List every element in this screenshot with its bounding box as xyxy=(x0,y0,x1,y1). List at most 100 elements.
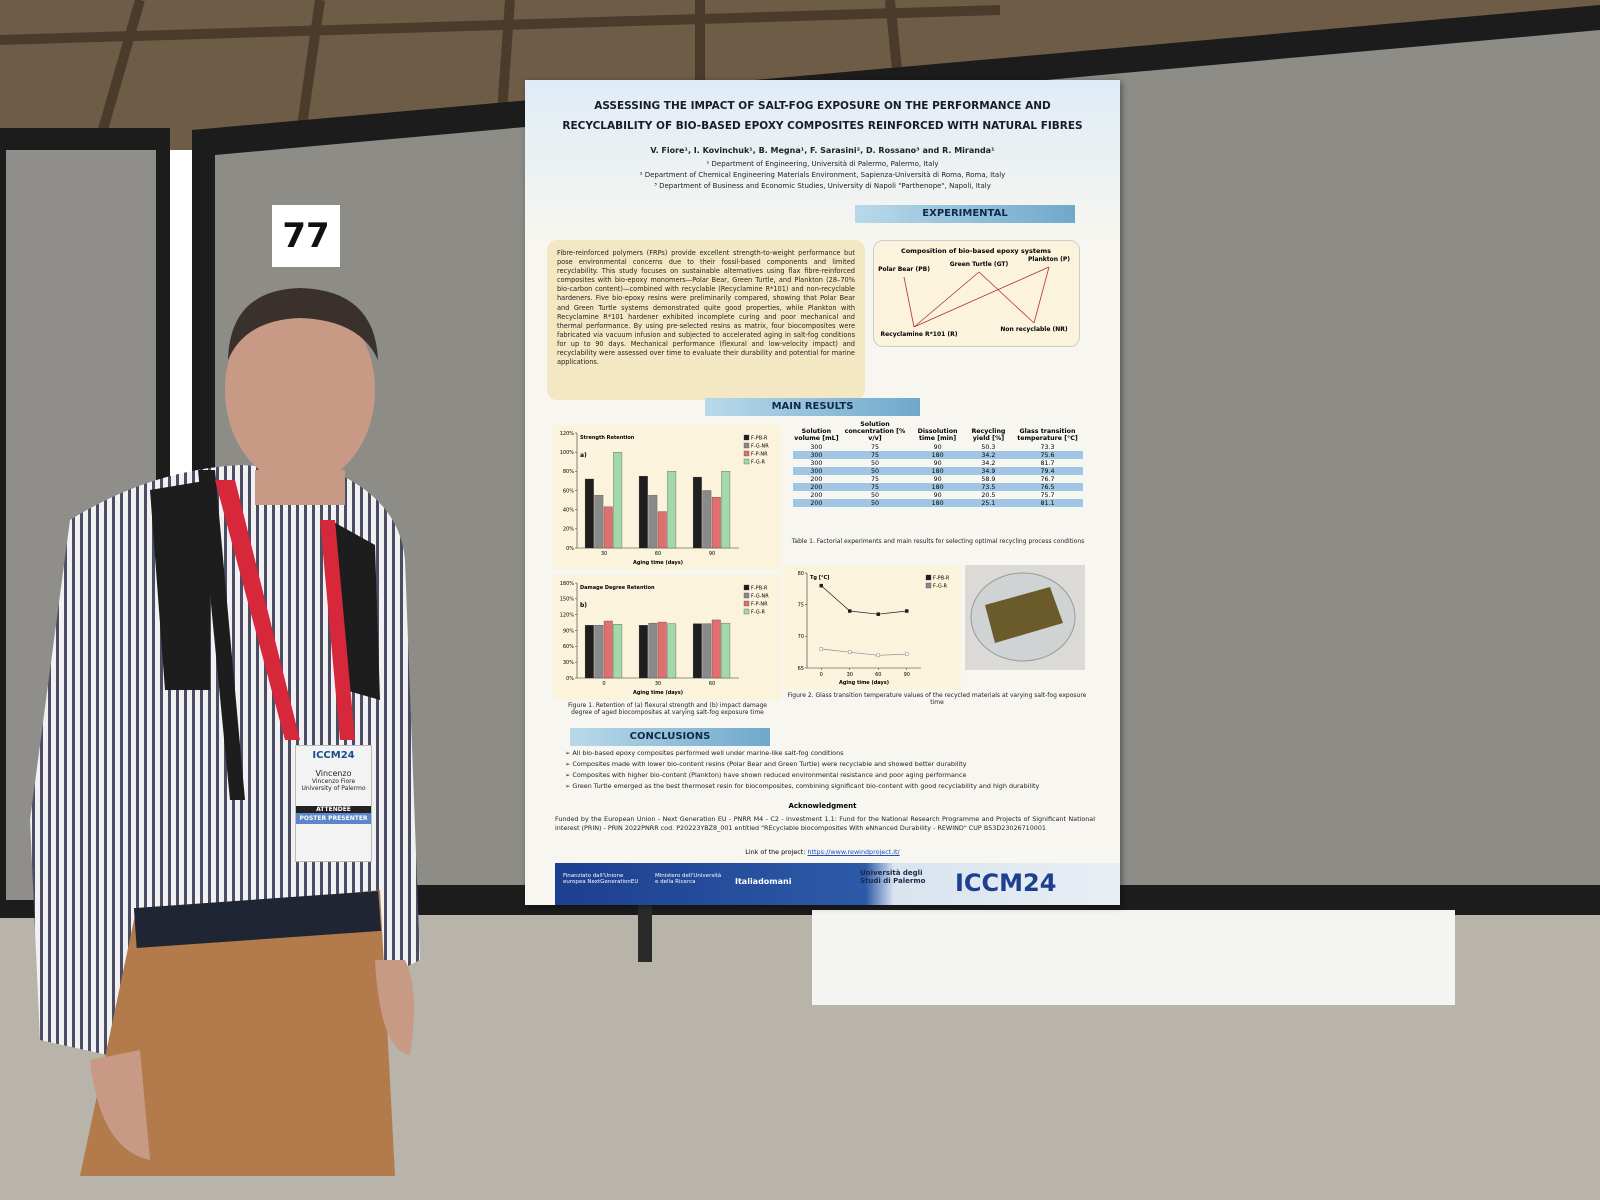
bullet: ➢ xyxy=(565,782,573,790)
table-cell: 34.2 xyxy=(981,459,996,467)
table-cell: 50 xyxy=(870,491,879,499)
y-tick-label: 20% xyxy=(563,527,574,533)
bar xyxy=(638,475,648,549)
legend-label: F-PB-R xyxy=(751,586,768,592)
figure-2: 65 70 75 80 Aging time (days) Tg [°C] F-PB-R F-… xyxy=(783,565,961,690)
table-row: 300 50 180 34.9 79.4 xyxy=(793,467,1083,475)
table-cell: 50.3 xyxy=(981,443,996,451)
point xyxy=(819,647,823,651)
ack-link[interactable]: https://www.rewindproject.it/ xyxy=(807,848,900,856)
conclusion-item: ➢ Composites with higher bio-content (Pl… xyxy=(565,770,1105,781)
title-line: ASSESSING THE IMPACT OF SALT-FOG EXPOSUR… xyxy=(594,100,1051,112)
point xyxy=(848,609,852,613)
table-cell: 300 xyxy=(810,443,823,451)
table-header: Glass transition temperature [°C] xyxy=(1017,428,1078,442)
bullet: ➢ xyxy=(565,749,573,757)
y-tick-label: 60% xyxy=(563,488,574,494)
y-tick-label: 150% xyxy=(560,597,575,603)
table-cell: 58.9 xyxy=(981,475,996,483)
legend-label: F-G-R xyxy=(933,584,948,590)
bar xyxy=(648,622,658,679)
ack-text: Funded by the European Union - Next Gene… xyxy=(555,815,1095,832)
table-cell: 180 xyxy=(910,451,965,459)
table-cell: 90 xyxy=(933,475,942,483)
badge-affiliation: University of Palermo xyxy=(301,785,366,792)
x-tick-label: 60 xyxy=(655,551,661,557)
line xyxy=(821,585,907,615)
bar xyxy=(613,624,623,679)
x-tick-label: 30 xyxy=(601,551,607,557)
table-row: 300 75 180 34.2 75.6 xyxy=(793,451,1083,459)
bar xyxy=(584,478,594,549)
section-heading: CONCLUSIONS xyxy=(570,728,770,746)
y-tick-label: 30% xyxy=(563,660,574,666)
composition-diagram: Composition of bio-based epoxy systems P… xyxy=(878,247,1070,338)
badge-event: ICCM24 xyxy=(312,750,355,761)
x-axis-label: Aging time (days) xyxy=(839,680,889,686)
affiliation: ³ Department of Business and Economic St… xyxy=(654,182,991,190)
legend-swatch xyxy=(743,434,750,441)
legend-swatch xyxy=(743,592,750,599)
table-cell: 180 xyxy=(910,499,965,507)
table-cell: 76.7 xyxy=(1040,475,1055,483)
ack-link-row: Link of the project: https://www.rewindp… xyxy=(525,848,1120,856)
legend-label: F-PB-R xyxy=(933,576,950,582)
x-tick-label: 90 xyxy=(709,551,715,557)
y-tick-label: 60% xyxy=(563,644,574,650)
table-wrap: Solution volume [mL] Solution concentrati… xyxy=(793,420,1083,507)
legend-label: F-PB-R xyxy=(751,436,768,442)
y-tick-label: 0% xyxy=(566,676,574,682)
bar xyxy=(721,622,731,679)
person xyxy=(30,288,420,1176)
legend-swatch xyxy=(743,450,750,457)
table-cell: 75 xyxy=(839,451,911,459)
plot-bg xyxy=(783,565,961,690)
table-row: 200 50 180 25.1 81.1 xyxy=(793,499,1083,507)
diagram-node: Polar Bear (PB) xyxy=(878,266,930,273)
results-table: Solution volume [mL] Solution concentrati… xyxy=(793,420,1083,507)
table-cell: 81.1 xyxy=(1011,499,1083,507)
y-tick-label: 90% xyxy=(563,628,574,634)
conclusion-text: Composites with higher bio-content (Plan… xyxy=(572,771,967,779)
bar xyxy=(657,511,667,549)
y-tick-label: 80% xyxy=(563,469,574,475)
sample-photo xyxy=(965,565,1085,670)
section-heading: MAIN RESULTS xyxy=(705,398,920,416)
ack-link-label: Link of the project: xyxy=(745,848,806,856)
table-header: Recycling yield [%] xyxy=(971,428,1006,442)
table-cell: 73.5 xyxy=(964,483,1012,491)
legend-swatch xyxy=(743,458,750,465)
table-row: 200 75 180 73.5 76.5 xyxy=(793,483,1083,491)
table-cell: 180 xyxy=(910,483,965,491)
affiliation: ¹ Department of Engineering, Università … xyxy=(706,160,939,168)
table-caption: Table 1. Factorial experiments and main … xyxy=(791,538,1085,545)
legend-swatch xyxy=(925,582,932,589)
table-row: 200 75 90 58.9 76.7 xyxy=(793,475,1083,483)
figure-1b: 0% 30% 60% 90% 120% 150% 180% Aging time (days)… xyxy=(553,575,781,700)
footer-logo: ICCM24 xyxy=(955,869,1057,897)
table-header: Solution volume [mL] xyxy=(794,428,839,442)
y-axis-label: Strength Retention xyxy=(580,435,635,441)
bar xyxy=(584,625,594,679)
y-tick-label: 120% xyxy=(560,612,575,618)
y-tick-label: 180% xyxy=(560,581,575,587)
conclusion-text: Green Turtle emerged as the best thermos… xyxy=(572,782,1040,790)
conclusions: ➢ All bio-based epoxy composites perform… xyxy=(565,748,1105,792)
x-tick-label: 90 xyxy=(904,672,910,678)
table-cell: 200 xyxy=(810,475,823,483)
legend-swatch xyxy=(743,442,750,449)
legend-label: F-P-NR xyxy=(751,452,768,458)
panel-label: a) xyxy=(580,452,587,459)
legend-label: F-P-NR xyxy=(751,602,768,608)
diagram-node: Recyclamine R*101 (R) xyxy=(880,331,957,338)
bar xyxy=(667,623,677,679)
badge-role: ATTENDEE xyxy=(296,806,371,813)
table-row: 300 50 90 34.2 81.7 xyxy=(793,459,1083,467)
table-cell: 300 xyxy=(810,459,823,467)
bar xyxy=(657,621,667,679)
footer-logo: Italiadomani xyxy=(735,877,792,886)
bullet: ➢ xyxy=(565,760,573,768)
bar xyxy=(603,620,613,679)
table-header: Dissolution time [min] xyxy=(917,428,958,442)
